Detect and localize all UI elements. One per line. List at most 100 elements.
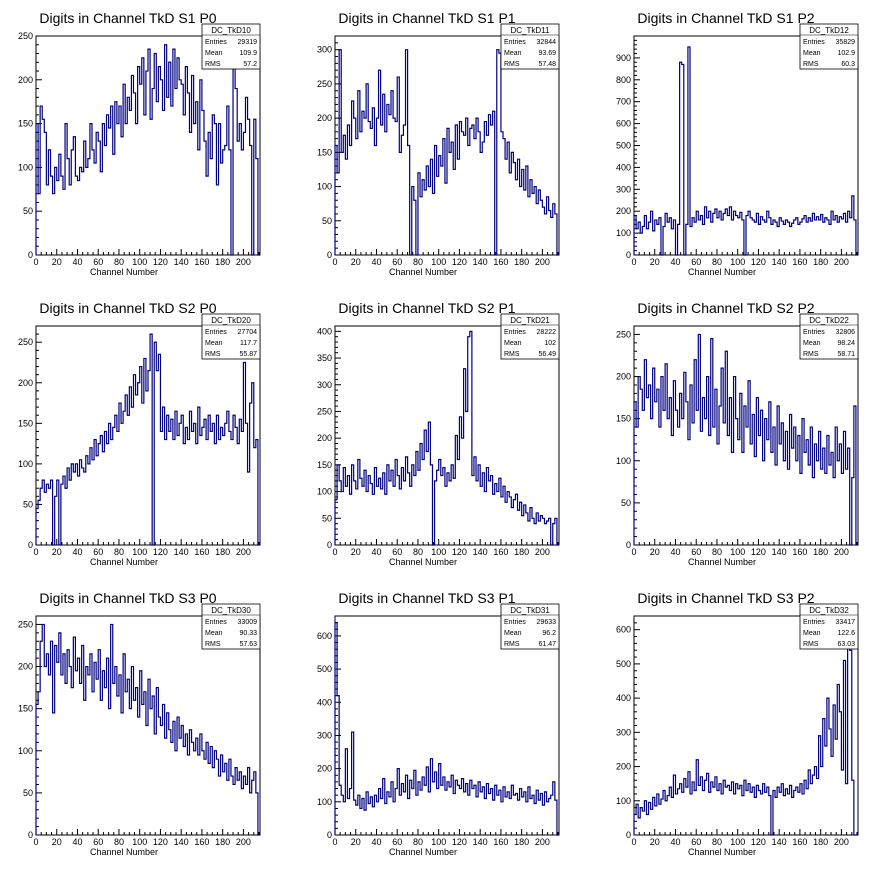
x-tick-label: 120	[153, 547, 168, 557]
x-tick-label: 120	[452, 257, 467, 267]
x-axis-label: Channel Number	[389, 267, 457, 277]
stats-value: 29319	[238, 39, 258, 46]
stats-histogram-name: DC_TkD30	[211, 606, 251, 615]
x-tick-label: 160	[194, 547, 209, 557]
plot-frame	[334, 325, 560, 546]
stats-label: RMS	[205, 641, 221, 648]
x-tick-label: 100	[132, 547, 147, 557]
x-tick-label: 60	[691, 257, 701, 267]
x-tick-label: 40	[371, 837, 381, 847]
y-tick-label: 400	[317, 697, 332, 707]
stats-value: 102.9	[837, 50, 855, 57]
y-tick-label: 250	[18, 31, 33, 41]
y-tick-label: 500	[616, 659, 631, 669]
y-tick-label: 100	[18, 162, 33, 172]
x-tick-label: 60	[392, 547, 402, 557]
y-tick-label: 300	[616, 184, 631, 194]
stats-label: Entries	[803, 619, 825, 626]
y-tick-label: 0	[327, 830, 332, 840]
stats-label: Entries	[205, 329, 227, 336]
x-tick-label: 20	[52, 547, 62, 557]
plot-frame	[35, 325, 261, 546]
x-tick-label: 0	[631, 547, 636, 557]
x-tick-label: 140	[174, 837, 189, 847]
x-tick-label: 100	[431, 837, 446, 847]
y-tick-label: 400	[616, 162, 631, 172]
x-axis-label: Channel Number	[90, 267, 158, 277]
stats-value: 57.48	[538, 61, 556, 68]
stats-label: Entries	[205, 619, 227, 626]
stats-value: 58.71	[837, 351, 855, 358]
x-tick-label: 0	[33, 257, 38, 267]
y-tick-label: 100	[616, 228, 631, 238]
stats-value: 102	[544, 340, 556, 347]
stats-label: Entries	[504, 619, 526, 626]
x-tick-label: 20	[650, 837, 660, 847]
y-tick-label: 50	[322, 513, 332, 523]
x-tick-label: 0	[33, 547, 38, 557]
x-tick-label: 80	[413, 257, 423, 267]
x-tick-label: 180	[215, 547, 230, 557]
stats-label: Entries	[504, 39, 526, 46]
stats-label: Entries	[205, 39, 227, 46]
x-tick-label: 80	[114, 257, 124, 267]
chart-title: Digits in Channel TkD S1 P0	[39, 10, 216, 26]
x-tick-label: 140	[174, 547, 189, 557]
y-tick-label: 600	[616, 119, 631, 129]
stats-value: 90.33	[239, 630, 257, 637]
stats-label: RMS	[205, 351, 221, 358]
y-tick-label: 200	[616, 762, 631, 772]
chart-title: Digits in Channel TkD S3 P0	[39, 590, 216, 606]
y-tick-label: 200	[317, 433, 332, 443]
stats-histogram-name: DC_TkD12	[809, 26, 849, 35]
y-tick-label: 0	[327, 540, 332, 550]
x-axis-label: Channel Number	[688, 557, 756, 567]
x-tick-label: 80	[114, 837, 124, 847]
y-tick-label: 200	[616, 372, 631, 382]
x-tick-label: 20	[650, 257, 660, 267]
x-tick-label: 60	[392, 257, 402, 267]
x-axis-label: Channel Number	[90, 557, 158, 567]
stats-box	[799, 313, 859, 360]
y-tick-label: 0	[28, 830, 33, 840]
y-tick-label: 600	[616, 625, 631, 635]
x-tick-label: 100	[431, 257, 446, 267]
x-tick-label: 60	[93, 547, 103, 557]
stats-value: 122.6	[837, 630, 855, 637]
x-tick-label: 180	[215, 837, 230, 847]
stats-value: 57.63	[239, 641, 257, 648]
stats-value: 63.03	[837, 641, 855, 648]
x-tick-label: 140	[772, 257, 787, 267]
x-tick-label: 120	[751, 837, 766, 847]
y-tick-label: 150	[18, 418, 33, 428]
histogram-step-line	[35, 623, 260, 836]
x-tick-label: 200	[834, 837, 849, 847]
y-tick-label: 50	[23, 206, 33, 216]
y-tick-label: 50	[23, 499, 33, 509]
x-tick-label: 140	[473, 837, 488, 847]
y-tick-label: 50	[621, 498, 631, 508]
stats-histogram-name: DC_TkD10	[211, 26, 251, 35]
x-tick-label: 40	[371, 257, 381, 267]
y-tick-label: 700	[616, 97, 631, 107]
stats-value: 35829	[836, 39, 856, 46]
y-tick-label: 0	[28, 540, 33, 550]
stats-value: 109.9	[239, 50, 257, 57]
chart-title: Digits in Channel TkD S3 P1	[338, 590, 515, 606]
chart-title: Digits in Channel TkD S1 P1	[338, 10, 515, 26]
stats-box	[201, 313, 261, 360]
x-tick-label: 0	[631, 257, 636, 267]
x-tick-label: 200	[834, 257, 849, 267]
stats-label: Mean	[803, 340, 821, 347]
stats-label: Entries	[504, 329, 526, 336]
x-tick-label: 200	[535, 257, 550, 267]
y-tick-label: 0	[626, 250, 631, 260]
stats-value: 56.49	[538, 351, 556, 358]
histogram-step-line	[35, 44, 260, 256]
stats-box	[799, 603, 859, 650]
x-tick-label: 200	[535, 547, 550, 557]
